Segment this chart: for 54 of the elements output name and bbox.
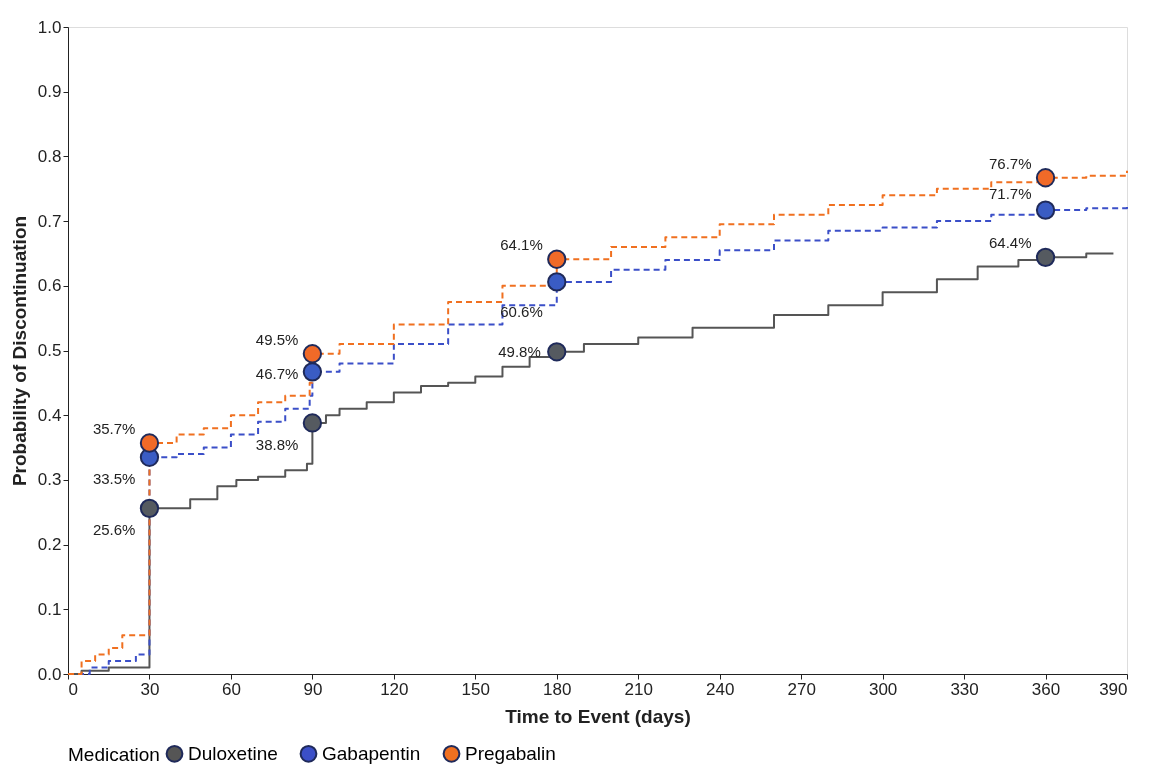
point xyxy=(139,498,160,519)
data-label: 49.8% xyxy=(498,342,541,360)
x-tick-label: 0 xyxy=(68,679,78,699)
data-label: 35.7% xyxy=(92,420,136,438)
data-label: 25.6% xyxy=(92,521,136,539)
legend-title: Medication xyxy=(68,744,160,765)
x-tick-label: 150 xyxy=(461,679,490,699)
y-tick-label: 0.1 xyxy=(37,599,62,619)
data-label: 76.7% xyxy=(988,154,1032,172)
y-tick-label: 0.8 xyxy=(37,146,62,166)
y-tick-label: 0.3 xyxy=(37,470,62,490)
point xyxy=(1035,200,1056,220)
legend-label: Pregabalin xyxy=(465,742,556,764)
data-label: 64.1% xyxy=(500,236,543,254)
x-axis-title: Time to Event (days) xyxy=(505,705,691,727)
x-tick-label: 210 xyxy=(624,679,653,699)
data-label: 60.6% xyxy=(500,302,543,320)
point xyxy=(1035,168,1056,188)
x-tick-label: 390 xyxy=(1099,679,1128,699)
x-tick-label: 120 xyxy=(380,679,409,699)
x-tick-label: 360 xyxy=(1031,679,1061,699)
data-label: 46.7% xyxy=(255,364,299,382)
x-tick-label: 180 xyxy=(543,679,572,699)
data-label: 71.7% xyxy=(988,185,1032,203)
y-tick-label: 0.2 xyxy=(37,535,62,555)
point xyxy=(139,433,160,453)
point xyxy=(547,249,567,269)
legend-label: Duloxetine xyxy=(188,742,278,764)
x-tick-label: 240 xyxy=(706,679,735,699)
y-tick-label: 0.5 xyxy=(37,341,62,360)
point xyxy=(302,344,323,364)
x-tick-label: 30 xyxy=(140,679,160,699)
y-tick-label: 0.4 xyxy=(37,405,62,425)
data-label: 38.8% xyxy=(255,435,299,453)
point xyxy=(302,362,323,382)
y-tick-label: 0.0 xyxy=(37,664,62,684)
y-tick-label: 1.0 xyxy=(37,17,62,37)
x-tick-label: 60 xyxy=(221,679,241,699)
y-tick-label: 0.9 xyxy=(37,82,62,102)
x-tick-label: 270 xyxy=(787,679,816,699)
x-tick-label: 90 xyxy=(303,679,323,699)
y-tick-label: 0.7 xyxy=(37,211,62,231)
point xyxy=(547,272,567,292)
x-tick-label: 300 xyxy=(868,679,898,699)
point xyxy=(1035,247,1056,267)
y-axis-title: Probability of Discontinuation xyxy=(8,215,30,487)
data-label: 49.5% xyxy=(255,330,299,348)
data-label: 33.5% xyxy=(92,470,136,488)
point xyxy=(547,342,567,362)
legend-label: Gabapentin xyxy=(322,742,421,764)
point xyxy=(302,413,323,433)
data-label: 64.4% xyxy=(988,234,1032,252)
y-tick-label: 0.6 xyxy=(37,276,62,296)
x-tick-label: 330 xyxy=(950,679,979,699)
